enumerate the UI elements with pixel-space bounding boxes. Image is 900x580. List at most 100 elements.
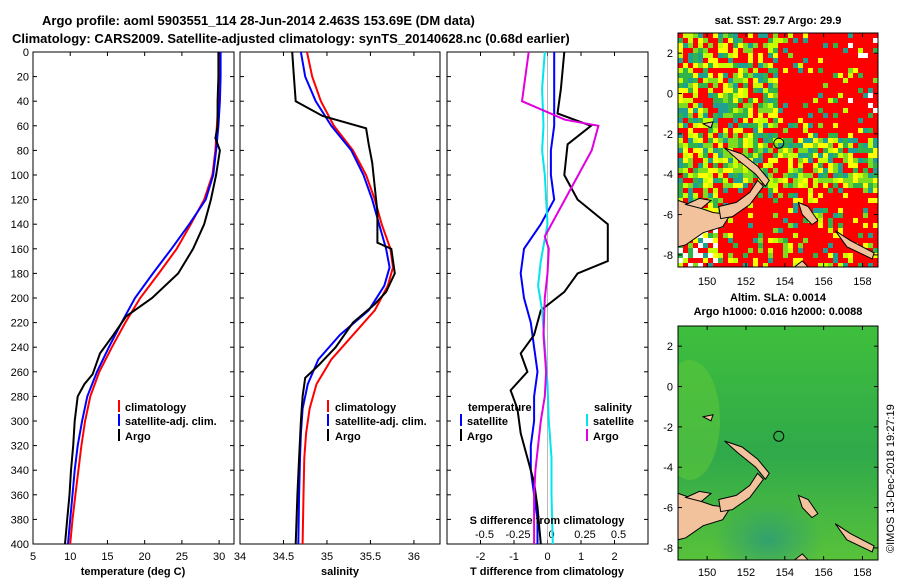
sst-cell [698, 103, 703, 108]
sst-cell [773, 43, 778, 48]
sst-cell [833, 253, 838, 258]
sst-cell [708, 73, 713, 78]
sst-cell [798, 173, 803, 178]
sst-cell [788, 183, 793, 188]
map-lon-label: 154 [776, 567, 794, 579]
sst-cell [808, 138, 813, 143]
sst-cell [858, 183, 863, 188]
sst-cell [773, 38, 778, 43]
sst-cell [708, 253, 713, 258]
sst-cell [723, 233, 728, 238]
sst-cell [678, 48, 683, 53]
sst-cell [798, 243, 803, 248]
sst-cell [773, 123, 778, 128]
sst-cell [773, 178, 778, 183]
sst-cell [698, 238, 703, 243]
sst-cell [788, 248, 793, 253]
sst-cell [863, 178, 868, 183]
sst-cell [758, 113, 763, 118]
sst-cell [698, 38, 703, 43]
sst-cell [753, 238, 758, 243]
sst-cell [698, 113, 703, 118]
sst-cell [698, 83, 703, 88]
sst-cell [698, 178, 703, 183]
sst-cell [758, 103, 763, 108]
sst-cell [843, 143, 848, 148]
sst-cell [718, 33, 723, 38]
sst-cell [703, 63, 708, 68]
sst-cell [848, 173, 853, 178]
sst-cell [783, 143, 788, 148]
sst-cell [763, 143, 768, 148]
sst-cell [863, 158, 868, 163]
s-difference-xlabel: S difference from climatology [470, 515, 626, 527]
sst-cell [868, 183, 873, 188]
sst-cell [718, 258, 723, 263]
sst-cell [723, 138, 728, 143]
sst-cell [678, 138, 683, 143]
sst-cell [748, 223, 753, 228]
sst-cell [833, 123, 838, 128]
sst-cell [688, 78, 693, 83]
depth-tick-label: 320 [11, 441, 29, 453]
sst-cell [728, 258, 733, 263]
sst-cell [698, 153, 703, 158]
sst-cell [858, 128, 863, 133]
sst-cell [768, 43, 773, 48]
map-lat-label: -8 [663, 250, 673, 262]
depth-tick-label: 60 [17, 121, 29, 133]
sst-cell [828, 223, 833, 228]
sst-cell [718, 73, 723, 78]
sst-cell [843, 178, 848, 183]
sst-cell [688, 58, 693, 63]
sst-cell [713, 148, 718, 153]
x-tick-label: 15 [101, 551, 113, 563]
land-polygon [684, 490, 713, 503]
series-line-climatology [69, 52, 221, 545]
sst-cell [818, 168, 823, 173]
sst-cell [798, 153, 803, 158]
sst-cell [728, 113, 733, 118]
sst-cell [828, 263, 833, 267]
sst-cell [803, 38, 808, 43]
sst-cell [743, 113, 748, 118]
sst-cell [768, 78, 773, 83]
sst-cell [693, 53, 698, 58]
sst-cell [683, 63, 688, 68]
sst-cell [798, 168, 803, 173]
sst-cell [773, 113, 778, 118]
sst-cell [708, 133, 713, 138]
sst-cell [753, 123, 758, 128]
sst-cell [773, 188, 778, 193]
sst-cell [848, 73, 853, 78]
sst-cell [683, 253, 688, 258]
sst-cell [693, 78, 698, 83]
sst-cell [798, 118, 803, 123]
sst-cell [718, 168, 723, 173]
sst-cell [768, 183, 773, 188]
sst-cell [698, 118, 703, 123]
sst-cell [863, 208, 868, 213]
sst-cell [763, 168, 768, 173]
sst-cell [678, 188, 683, 193]
sst-cell [698, 148, 703, 153]
sst-cell [823, 183, 828, 188]
sst-cell [688, 248, 693, 253]
sst-cell [688, 118, 693, 123]
sst-cell [693, 108, 698, 113]
sst-cell [848, 148, 853, 153]
sst-cell [733, 173, 738, 178]
sst-cell [808, 68, 813, 73]
sst-cell [858, 173, 863, 178]
sst-cell [843, 153, 848, 158]
sst-cell [783, 248, 788, 253]
series-line-argo [64, 52, 221, 545]
sst-cell [748, 133, 753, 138]
sst-cell [753, 263, 758, 267]
sst-cell [678, 73, 683, 78]
map-lon-label: 152 [737, 276, 755, 288]
sst-cell [808, 143, 813, 148]
sst-cell [773, 83, 778, 88]
sst-cell [788, 243, 793, 248]
sst-cell [693, 118, 698, 123]
